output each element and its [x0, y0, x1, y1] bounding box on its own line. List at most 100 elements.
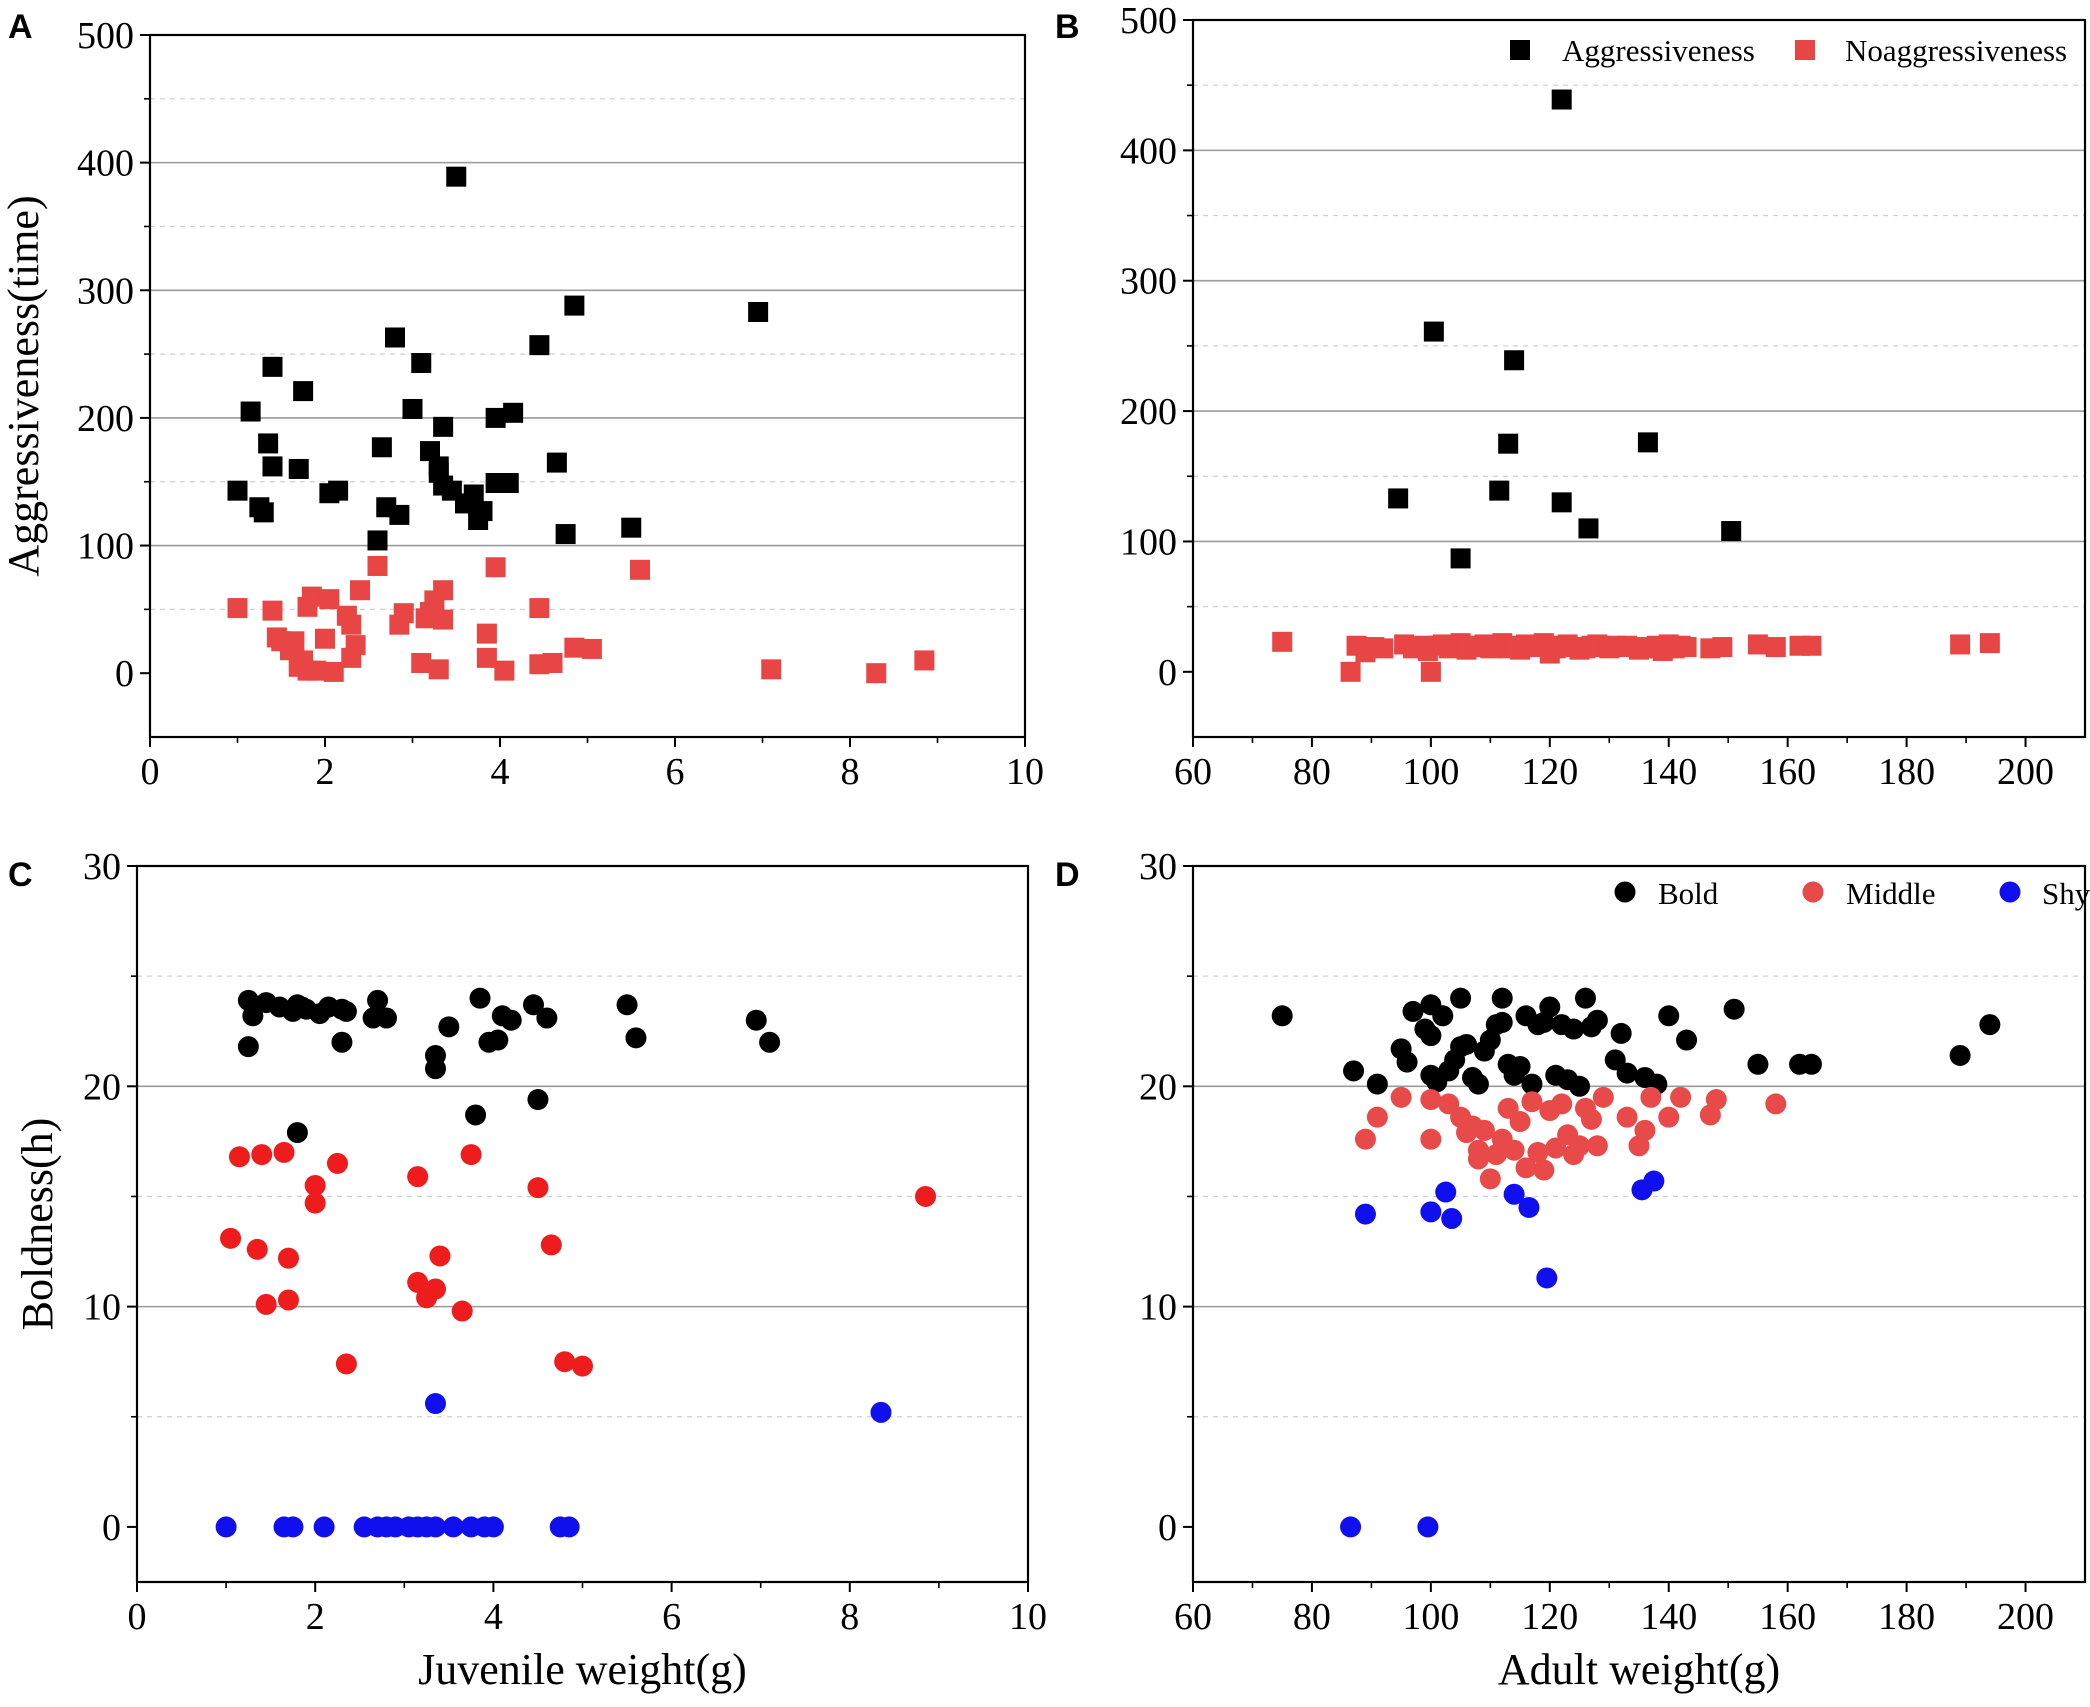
panel-a-point-aggressiveness	[402, 398, 423, 419]
panel-d-ytick-label: 30	[1139, 846, 1177, 888]
panel-d-point-middle	[1586, 1135, 1608, 1157]
panel-a-point-aggressiveness	[227, 480, 248, 501]
panel-d-plot-frame	[1191, 864, 2087, 1584]
panel-d-legend-label-middle: Middle	[1846, 876, 1936, 911]
panel-d-point-middle	[1473, 1119, 1495, 1141]
panel-a-point-aggressiveness	[293, 381, 314, 402]
panel-c-point-shy	[482, 1516, 504, 1538]
panel-b-point-aggressiveness	[1423, 321, 1444, 342]
panel-d-point-shy	[1503, 1183, 1525, 1205]
panel-a-xtick-label: 8	[841, 751, 860, 793]
panel-d-point-middle	[1592, 1086, 1614, 1108]
panel-d-point-shy	[1420, 1201, 1442, 1223]
panel-a-point-aggressiveness	[503, 402, 524, 423]
panel-a-point-noaggressiveness	[761, 659, 782, 680]
panel-d-point-bold	[1563, 1018, 1585, 1040]
panel-b-point-aggressiveness	[1504, 350, 1525, 371]
panel-c-plot-frame	[135, 864, 1030, 1584]
panel-a-letter: A	[8, 8, 33, 46]
panel-b-point-noaggressiveness	[1676, 637, 1697, 658]
panel-c-point-bold	[335, 1000, 357, 1022]
panel-b-point-aggressiveness	[1498, 433, 1519, 454]
panel-b-plot-frame	[1191, 18, 2087, 739]
panel-d-legend-label-shy: Shy	[2042, 876, 2090, 911]
panel-c-point-bold	[759, 1031, 781, 1053]
panel-a-point-noaggressiveness	[315, 628, 335, 649]
panel-b-point-aggressiveness	[1551, 89, 1572, 110]
panel-a-point-noaggressiveness	[476, 623, 497, 644]
panel-a-point-aggressiveness	[564, 295, 585, 316]
panel-c-point-bold	[438, 1016, 460, 1038]
panel-c-point-bold	[242, 1005, 264, 1027]
panel-a-point-noaggressiveness	[630, 559, 650, 580]
panel-c-point-middle	[304, 1174, 326, 1196]
panel-d-point-bold	[1747, 1053, 1769, 1075]
panel-b-legend-label-aggressiveness: Aggressiveness	[1562, 33, 1755, 68]
panel-d-point-bold	[1574, 987, 1596, 1009]
panel-d-legend-marker-shy	[1999, 881, 2021, 903]
panel-d-point-bold	[1586, 1009, 1608, 1031]
panel-a-point-aggressiveness	[258, 433, 279, 454]
panel-b-ytick-label: 500	[1120, 0, 1177, 42]
panel-c-point-middle	[255, 1293, 277, 1315]
panel-c-point-middle	[460, 1144, 482, 1166]
panel-c-point-bold	[465, 1104, 487, 1126]
panel-a-point-noaggressiveness	[914, 650, 935, 671]
panel-c-point-bold	[625, 1027, 647, 1049]
panel-c-point-shy	[313, 1516, 335, 1538]
panel-d-point-middle	[1354, 1128, 1376, 1150]
panel-a-point-noaggressiveness	[284, 631, 305, 652]
panel-d-point-shy	[1518, 1196, 1540, 1218]
panel-b-point-noaggressiveness	[1420, 661, 1441, 682]
panel-d-point-bold	[1491, 987, 1513, 1009]
panel-d-xtick-label: 80	[1293, 1596, 1331, 1638]
panel-d-ytick-label: 20	[1139, 1066, 1177, 1108]
panel-b-xtick-label: 140	[1640, 751, 1697, 793]
panel-b-xtick-label: 200	[1997, 751, 2054, 793]
panel-c-point-middle	[540, 1234, 562, 1256]
panel-a-point-noaggressiveness	[433, 580, 454, 601]
panel-d-letter: D	[1055, 856, 1080, 894]
panel-c-point-bold	[500, 1009, 522, 1031]
panel-d-point-bold	[1456, 1033, 1478, 1055]
panel-b-letter: B	[1055, 8, 1080, 46]
panel-b-ytick-label: 400	[1120, 130, 1177, 172]
panel-a-ytick-label: 100	[77, 526, 134, 568]
panel-a-point-noaggressiveness	[542, 652, 563, 673]
panel-d-point-bold	[1658, 1005, 1680, 1027]
panel-c-point-bold	[367, 989, 389, 1011]
panel-b-xtick-label: 180	[1878, 751, 1935, 793]
panel-a-point-noaggressiveness	[866, 663, 887, 684]
panel-c-point-middle	[424, 1278, 446, 1300]
panel-d-point-bold	[1396, 1051, 1418, 1073]
panel-a-point-noaggressiveness	[476, 647, 497, 668]
panel-b-point-aggressiveness	[1578, 518, 1599, 539]
panel-a-ytick-label: 200	[77, 398, 134, 440]
panel-a-point-noaggressiveness	[319, 589, 340, 610]
panel-a-xtick-label: 0	[141, 751, 160, 793]
panel-b-point-aggressiveness	[1551, 492, 1572, 513]
panel-c-ytick-label: 30	[83, 846, 121, 888]
panel-c-point-middle	[451, 1300, 473, 1322]
panel-c-xtick-label: 8	[840, 1596, 859, 1638]
panel-a-point-noaggressiveness	[494, 660, 515, 681]
panel-d-point-bold	[1979, 1014, 2001, 1036]
panel-c-point-middle	[304, 1192, 326, 1214]
panel-a-point-noaggressiveness	[306, 660, 327, 681]
panel-c-point-shy	[870, 1401, 892, 1423]
panel-d-point-middle	[1420, 1128, 1442, 1150]
panel-d-point-middle	[1670, 1086, 1692, 1108]
panel-c-point-bold	[487, 1029, 509, 1051]
panel-c-point-bold	[375, 1007, 397, 1029]
panel-a-xtick-label: 6	[666, 751, 685, 793]
panel-d-point-middle	[1467, 1148, 1489, 1170]
panel-d-point-bold	[1569, 1075, 1591, 1097]
panel-d-point-bold	[1800, 1053, 1822, 1075]
panel-c-point-shy	[442, 1516, 464, 1538]
panel-a-point-noaggressiveness	[411, 652, 432, 673]
panel-d-point-middle	[1658, 1106, 1680, 1128]
panel-b-point-noaggressiveness	[1979, 633, 2000, 654]
panel-d-point-bold	[1949, 1044, 1971, 1066]
panel-d-point-bold	[1343, 1060, 1365, 1082]
panel-c-point-middle	[277, 1289, 299, 1311]
